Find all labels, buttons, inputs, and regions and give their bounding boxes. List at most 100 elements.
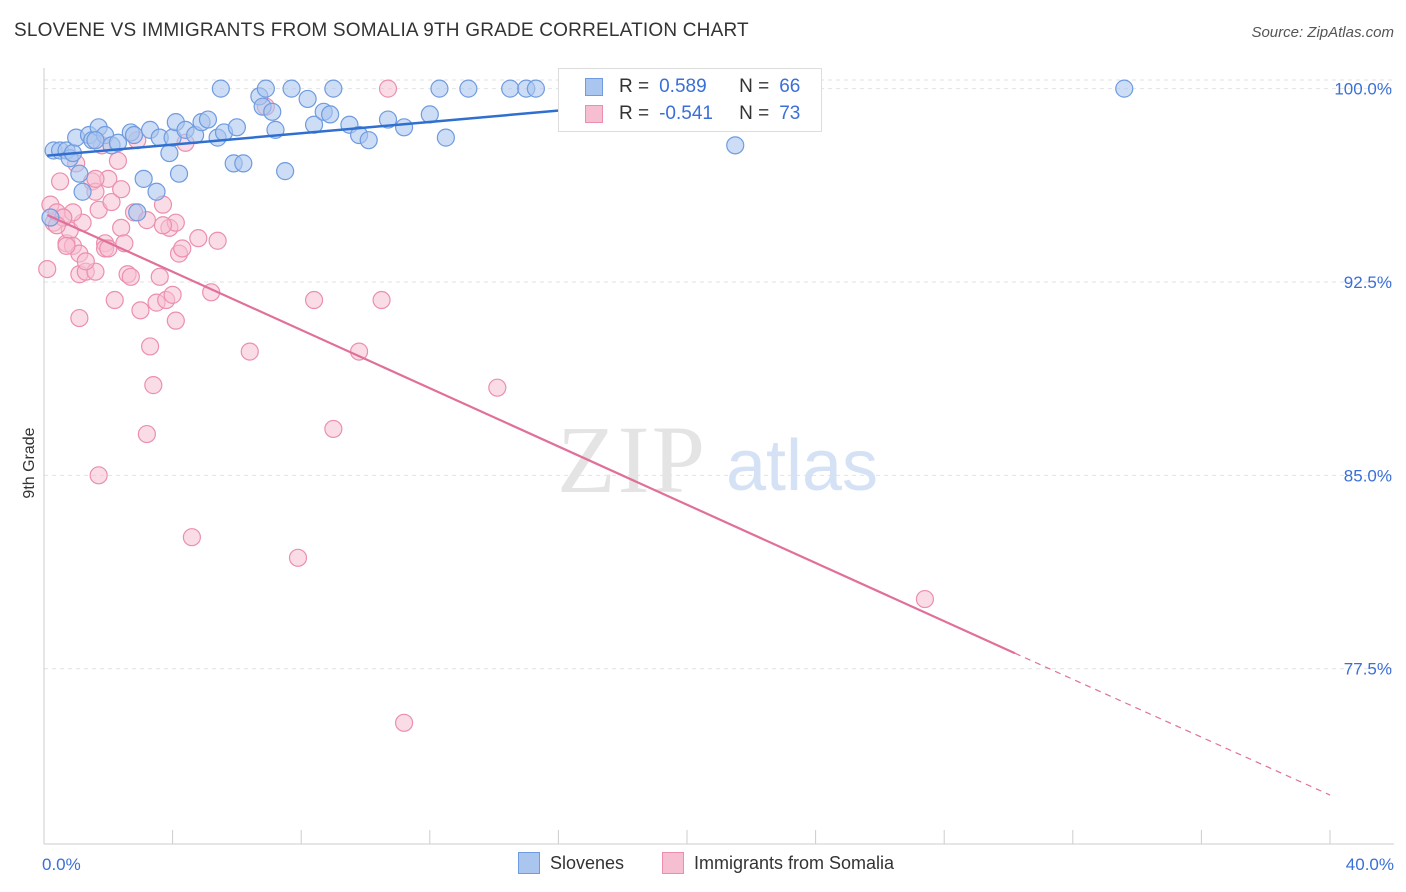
data-point-slovenes	[430, 79, 449, 98]
data-point-somalia	[182, 528, 201, 547]
legend-swatch-slovenes	[518, 852, 540, 874]
axes	[43, 68, 1394, 845]
data-point-slovenes	[108, 133, 128, 152]
data-point-somalia	[70, 308, 89, 328]
data-point-somalia	[89, 466, 108, 485]
data-point-somalia	[131, 301, 150, 320]
data-point-slovenes	[234, 154, 253, 173]
data-point-slovenes	[1115, 79, 1134, 98]
data-point-slovenes	[211, 79, 230, 98]
legend-label-somalia: Immigrants from Somalia	[694, 852, 895, 873]
data-point-slovenes	[459, 79, 478, 98]
data-point-somalia	[144, 376, 163, 395]
stats-legend: R = 0.589 N = 66 R = -0.541 N = 73	[558, 68, 822, 132]
x-tick-labels: 0.0% 40.0%	[42, 855, 1394, 874]
trend-line-somalia-extension	[1014, 652, 1331, 796]
legend-r-value-somalia: -0.541	[659, 103, 713, 124]
legend-swatch-blue	[585, 78, 603, 96]
data-point-somalia	[102, 192, 121, 212]
legend-n-value-slovenes: 66	[779, 76, 801, 97]
y-tick-labels: 100.0% 92.5% 85.0% 77.5%	[1334, 80, 1392, 679]
x-tick-label-min: 0.0%	[42, 855, 81, 874]
data-point-slovenes	[321, 105, 340, 124]
data-point-slovenes	[359, 131, 378, 150]
data-point-somalia	[86, 169, 105, 188]
data-point-slovenes	[86, 131, 105, 150]
data-point-somalia	[112, 180, 131, 199]
y-tick-label: 100.0%	[1334, 80, 1392, 99]
legend-label-slovenes: Slovenes	[550, 852, 625, 873]
data-point-somalia	[324, 419, 343, 439]
legend-swatch-pink	[585, 105, 603, 123]
data-point-somalia	[105, 290, 124, 310]
data-point-slovenes	[124, 125, 144, 145]
data-point-somalia	[189, 229, 208, 248]
legend-n-label: N =	[739, 103, 770, 124]
y-tick-label: 92.5%	[1344, 273, 1392, 292]
data-point-slovenes	[263, 102, 282, 121]
data-point-somalia	[915, 589, 935, 609]
legend-n-label: N =	[739, 76, 770, 97]
data-point-slovenes	[160, 143, 179, 163]
data-point-slovenes	[394, 118, 414, 137]
series-legend: Slovenes Immigrants from Somalia	[0, 852, 1406, 876]
data-point-slovenes	[128, 203, 147, 222]
data-point-somalia	[153, 216, 173, 235]
data-point-somalia	[372, 290, 391, 310]
data-point-slovenes	[526, 79, 545, 98]
data-point-slovenes	[198, 110, 218, 129]
data-point-slovenes	[70, 164, 89, 183]
legend-item-slovenes: Slovenes	[518, 852, 624, 874]
data-point-somalia	[150, 267, 169, 286]
legend-n-value-somalia: 73	[779, 103, 801, 124]
data-point-slovenes	[134, 169, 153, 188]
data-point-somalia	[394, 713, 414, 732]
data-point-slovenes	[147, 182, 166, 201]
data-point-somalia	[378, 79, 398, 98]
data-point-somalia	[488, 378, 507, 397]
y-tick-label: 77.5%	[1344, 660, 1392, 679]
data-point-somalia	[140, 337, 160, 356]
data-point-somalia	[137, 424, 156, 444]
legend-r-label: R =	[619, 76, 650, 97]
data-point-somalia	[76, 252, 95, 271]
data-point-slovenes	[169, 164, 189, 183]
data-point-somalia	[288, 548, 308, 567]
data-point-slovenes	[73, 182, 92, 201]
data-point-slovenes	[378, 110, 398, 129]
data-point-somalia	[121, 267, 140, 286]
y-axis-label: 9th Grade	[21, 427, 38, 498]
data-point-somalia	[50, 172, 70, 191]
data-point-somalia	[208, 231, 227, 250]
y-tick-label: 85.0%	[1344, 466, 1392, 485]
data-point-somalia	[304, 290, 324, 310]
data-point-somalia	[240, 342, 259, 361]
data-point-somalia	[173, 239, 192, 258]
watermark-atlas: atlas	[726, 426, 878, 506]
data-point-slovenes	[501, 79, 520, 98]
legend-row-somalia: R = -0.541 N = 73	[585, 101, 800, 127]
legend-row-slovenes: R = 0.589 N = 66	[585, 74, 800, 100]
data-point-somalia	[112, 218, 131, 237]
data-point-slovenes	[256, 79, 275, 98]
source-label: Source: ZipAtlas.com	[1251, 24, 1394, 41]
data-point-slovenes	[324, 79, 343, 98]
data-point-slovenes	[436, 128, 455, 147]
watermark-zip: ZIP	[557, 406, 707, 513]
data-point-slovenes	[282, 79, 301, 98]
legend-r-label: R =	[619, 103, 650, 124]
data-point-somalia	[349, 342, 369, 361]
data-point-slovenes	[227, 118, 246, 137]
legend-item-somalia: Immigrants from Somalia	[662, 852, 894, 874]
x-tick-label-max: 40.0%	[1346, 855, 1394, 874]
data-point-slovenes	[276, 162, 295, 181]
data-point-somalia	[38, 259, 57, 279]
legend-swatch-somalia	[662, 852, 684, 874]
data-point-somalia	[108, 151, 128, 170]
legend-r-value-slovenes: 0.589	[659, 76, 707, 97]
trend-line-somalia	[46, 213, 1016, 655]
data-point-slovenes	[726, 136, 745, 155]
chart-title: SLOVENE VS IMMIGRANTS FROM SOMALIA 9TH G…	[14, 20, 749, 41]
data-point-somalia	[163, 285, 182, 304]
